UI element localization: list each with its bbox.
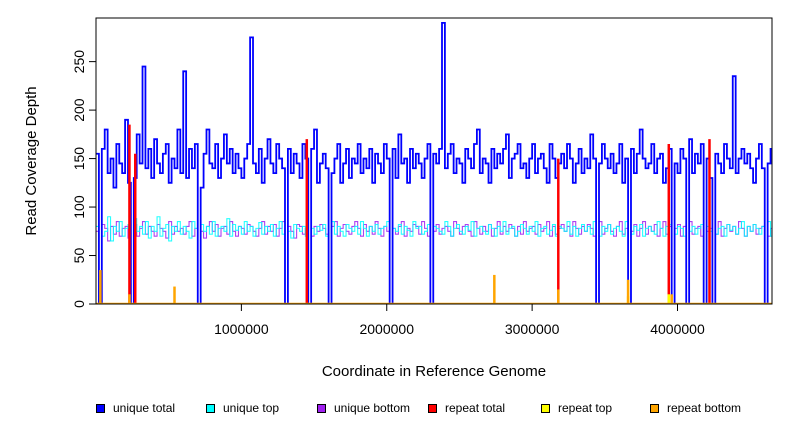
x-tick-label: 4000000: [650, 321, 705, 337]
y-tick-label: 250: [71, 50, 87, 74]
y-tick-label: 200: [71, 98, 87, 122]
legend-swatch-unique-top: [206, 404, 215, 413]
legend-label-repeat-top: repeat top: [558, 401, 613, 415]
series-unique-bottom: [96, 221, 772, 304]
series-repeat-total: [128, 124, 711, 304]
axes-layer: 0 50 100 150 200 250 1000000 2000000 3000000 4000…: [71, 50, 705, 337]
y-tick-label: 100: [71, 195, 87, 219]
y-tick-label: 150: [71, 147, 87, 171]
series-unique-top: [96, 216, 772, 304]
plot-frame: [95, 17, 773, 305]
y-tick-label: 0: [71, 300, 87, 308]
series-repeat-bottom: [99, 270, 673, 304]
legend-item-repeat-total: repeat total: [428, 398, 506, 418]
legend-item-unique-total: unique total: [96, 398, 176, 418]
legend-item-unique-bottom: unique bottom: [317, 398, 411, 418]
plot-svg: 0 50 100 150 200 250 1000000 2000000 3000000 4000…: [23, 17, 773, 380]
x-tick-label: 1000000: [214, 321, 269, 337]
legend-item-repeat-top: repeat top: [541, 398, 613, 418]
legend-label-repeat-bottom: repeat bottom: [667, 401, 742, 415]
line-unique-top: [96, 216, 772, 304]
legend-label-unique-top: unique top: [223, 401, 280, 415]
legend-swatch-unique-bottom: [317, 404, 326, 413]
series-unique-total: [96, 21, 772, 304]
series-layer: [96, 21, 772, 304]
legend-swatch-repeat-total: [428, 404, 437, 413]
legend-item-unique-top: unique top: [206, 398, 280, 418]
x-tick-label: 3000000: [505, 321, 560, 337]
y-tick-label: 50: [71, 248, 87, 264]
legend-item-repeat-bottom: repeat bottom: [650, 398, 742, 418]
legend-swatch-repeat-bottom: [650, 404, 659, 413]
legend-label-unique-bottom: unique bottom: [334, 401, 411, 415]
legend-swatch-unique-total: [96, 404, 105, 413]
legend-label-unique-total: unique total: [113, 401, 176, 415]
y-axis-label: Read Coverage Depth: [23, 86, 40, 235]
line-unique-bottom: [96, 221, 772, 304]
legend-swatch-repeat-top: [541, 404, 550, 413]
legend-label-repeat-total: repeat total: [445, 401, 506, 415]
legend: unique total unique top unique bottom re…: [0, 398, 792, 420]
plot-area: [96, 21, 772, 304]
x-tick-label: 2000000: [359, 321, 414, 337]
series-repeat-top: [626, 294, 671, 304]
x-axis-label: Coordinate in Reference Genome: [322, 363, 546, 380]
line-unique-total: [96, 21, 772, 304]
